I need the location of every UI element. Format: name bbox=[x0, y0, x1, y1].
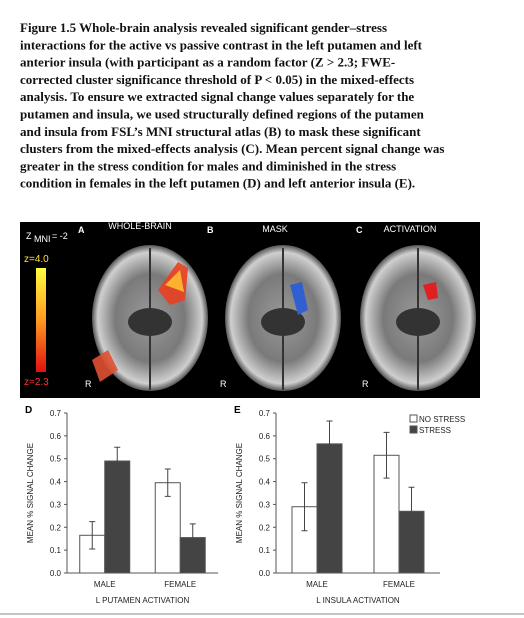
legend-label: NO STRESS bbox=[419, 415, 465, 424]
y-tick-label: 0.0 bbox=[259, 569, 271, 578]
error-bar bbox=[301, 482, 308, 532]
legend-swatch bbox=[409, 425, 418, 434]
panel-title: MASK bbox=[262, 224, 288, 234]
caption: Figure 1.5 Whole-brain analysis revealed… bbox=[20, 20, 444, 191]
y-tick-label: 0.4 bbox=[50, 478, 62, 487]
side-label: R bbox=[85, 379, 92, 389]
color-scale bbox=[36, 268, 46, 372]
y-tick-label: 0.5 bbox=[50, 455, 62, 464]
y-tick-label: 0.1 bbox=[50, 546, 62, 555]
y-tick-label: 0.7 bbox=[50, 409, 62, 418]
caption-line: Figure 1.5 Whole-brain analysis revealed… bbox=[20, 20, 387, 35]
bar bbox=[104, 460, 131, 574]
scale-max: z=4.0 bbox=[24, 254, 49, 265]
caption-line: analysis. To ensure we extracted signal … bbox=[20, 89, 414, 104]
caption-line: corrected cluster significance threshold… bbox=[20, 72, 414, 87]
legend-swatch bbox=[409, 414, 418, 423]
panel-label: D bbox=[25, 405, 32, 416]
error-bar bbox=[89, 521, 96, 550]
panel-title: ACTIVATION bbox=[384, 224, 437, 234]
y-tick-label: 0.6 bbox=[50, 432, 62, 441]
x-tick-label: FEMALE bbox=[164, 580, 196, 589]
z-subscript: MNI bbox=[34, 234, 51, 244]
caption-line: anterior insula (with participant as a r… bbox=[20, 55, 395, 70]
y-tick-label: 0.6 bbox=[259, 432, 271, 441]
y-axis-label: MEAN % SIGNAL CHANGE bbox=[26, 443, 35, 543]
y-tick-label: 0.4 bbox=[259, 478, 271, 487]
x-axis-label: L PUTAMEN ACTIVATION bbox=[96, 596, 190, 605]
panel-label: E bbox=[234, 405, 241, 416]
caption-line: interactions for the active vs passive c… bbox=[20, 37, 423, 52]
x-axis-label: L INSULA ACTIVATION bbox=[316, 596, 400, 605]
side-label: R bbox=[220, 379, 227, 389]
caption-line: putamen and insula, we used structurally… bbox=[20, 107, 425, 122]
error-bar bbox=[326, 420, 333, 468]
side-label: R bbox=[362, 379, 369, 389]
y-axis-label: MEAN % SIGNAL CHANGE bbox=[235, 443, 244, 543]
panel-letter: B bbox=[207, 225, 214, 235]
error-bar bbox=[189, 523, 196, 552]
error-bar bbox=[383, 431, 390, 479]
y-tick-label: 0.3 bbox=[50, 500, 62, 509]
y-tick-label: 0.2 bbox=[50, 523, 62, 532]
brain-images bbox=[92, 245, 476, 391]
caption-line: clusters from the mixed-effects analysis… bbox=[20, 141, 444, 156]
error-bar bbox=[114, 446, 121, 476]
panel-letter: C bbox=[356, 225, 363, 235]
y-tick-label: 0.3 bbox=[259, 500, 271, 509]
y-tick-label: 0.2 bbox=[259, 523, 271, 532]
caption-line: and insula from FSL’s MNI structural atl… bbox=[20, 124, 421, 139]
x-tick-label: MALE bbox=[306, 580, 328, 589]
bar bbox=[154, 482, 181, 574]
panel-title: WHOLE-BRAIN bbox=[108, 221, 172, 231]
scale-min: z=2.3 bbox=[24, 377, 49, 388]
caption-line: condition in females in the left putamen… bbox=[20, 176, 415, 191]
x-tick-label: FEMALE bbox=[383, 580, 415, 589]
y-tick-label: 0.1 bbox=[259, 546, 271, 555]
error-bar bbox=[408, 486, 415, 536]
z-value: = -2 bbox=[52, 231, 68, 241]
x-tick-label: MALE bbox=[94, 580, 116, 589]
caption-line: greater in the stress condition for male… bbox=[20, 158, 396, 173]
legend-label: STRESS bbox=[419, 426, 451, 435]
y-tick-label: 0.5 bbox=[259, 455, 271, 464]
error-bar bbox=[164, 468, 171, 497]
panel-letter: A bbox=[78, 225, 85, 235]
y-tick-label: 0.7 bbox=[259, 409, 271, 418]
panel-title: STRUCTURAL bbox=[245, 213, 306, 223]
brain-panel: Z MNI = -2 z=4.0 z=2.3 A WHOLE-BRAIN R B STR… bbox=[20, 213, 480, 398]
z-symbol: Z bbox=[26, 231, 32, 241]
charts: 0.0 0.1 0.2 0.3 0.4 0.5 0.6 0.7 D MEAN % SIGNAL C… bbox=[25, 405, 465, 605]
y-tick-label: 0.0 bbox=[50, 569, 62, 578]
panel-title: MASKED bbox=[391, 213, 430, 223]
